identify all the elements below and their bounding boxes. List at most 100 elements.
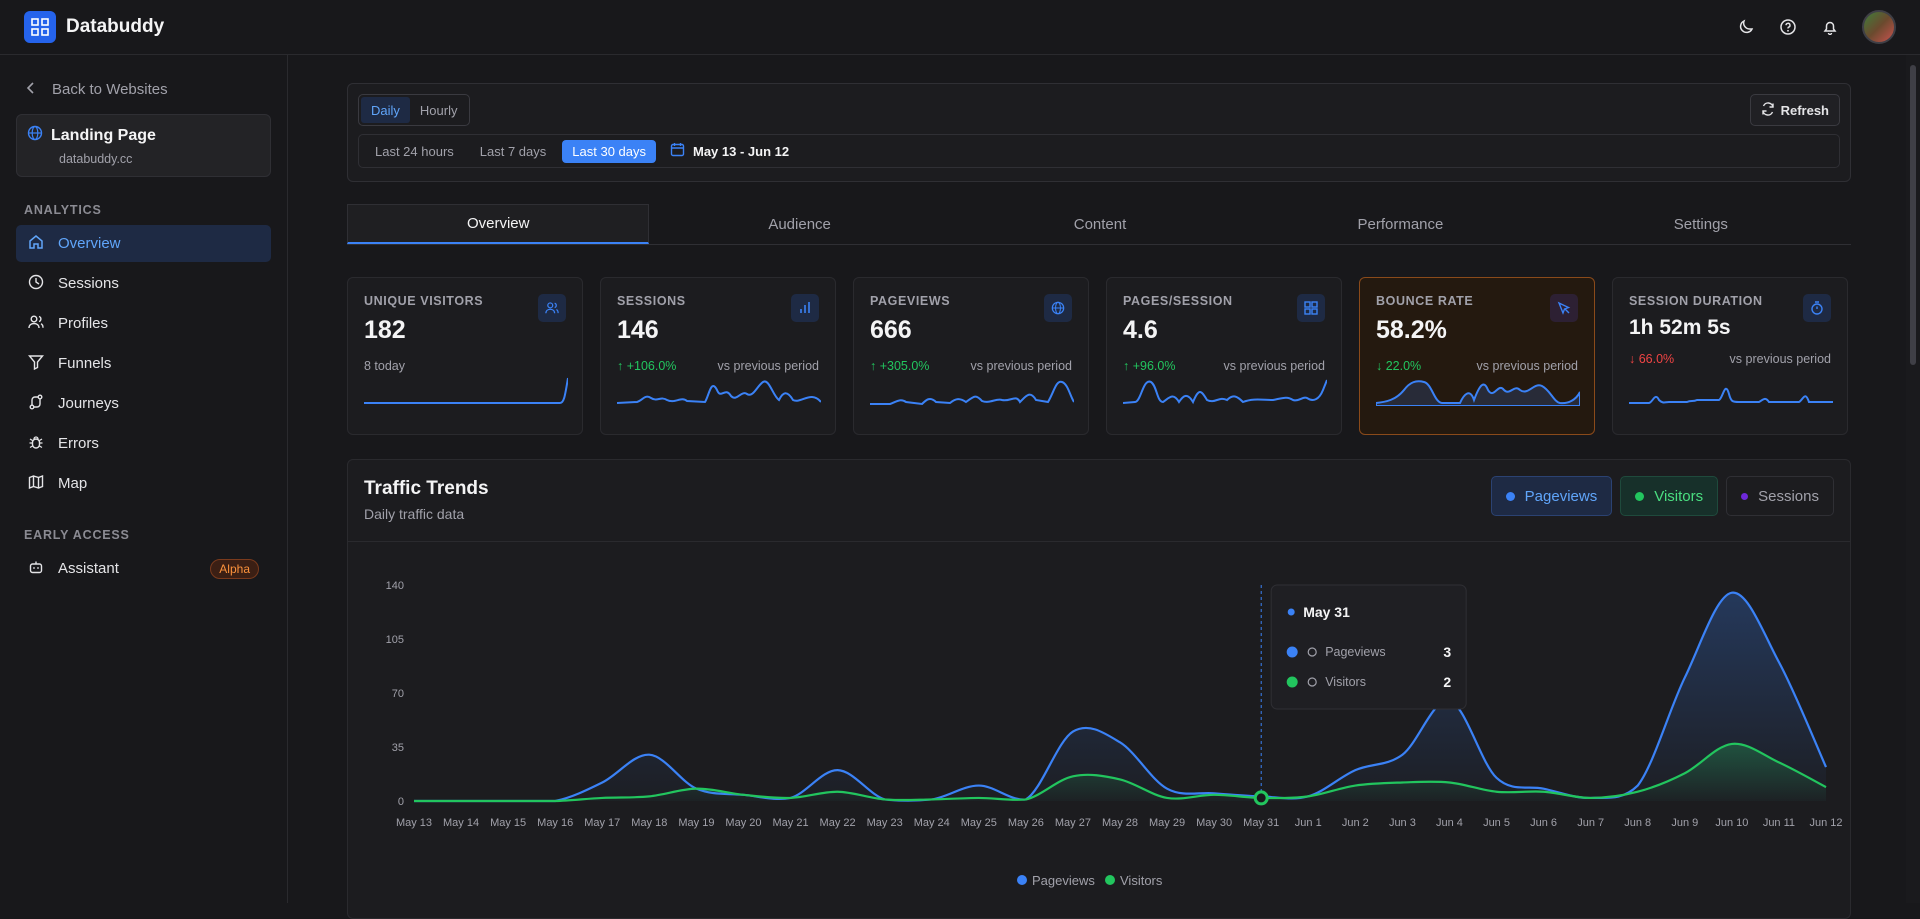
help-icon[interactable] <box>1778 17 1798 37</box>
toggle-sessions-button[interactable]: Sessions <box>1726 476 1834 516</box>
sidebar-item-assistant[interactable]: Assistant Alpha <box>16 550 271 587</box>
route-icon <box>28 394 44 414</box>
metric-card-unique-visitors[interactable]: UNIQUE VISITORS 182 8 today <box>347 277 583 435</box>
alpha-badge: Alpha <box>210 558 259 579</box>
chevron-left-icon <box>26 81 36 98</box>
x-tick-label: Jun 2 <box>1342 817 1369 829</box>
metric-card-pages-per-session[interactable]: PAGES/SESSION 4.6 ↑ +96.0% vs previous pe… <box>1106 277 1342 435</box>
logo-icon[interactable] <box>24 11 56 43</box>
timer-icon <box>1803 294 1831 322</box>
site-card[interactable]: Landing Page databuddy.cc <box>16 114 271 177</box>
granularity-daily[interactable]: Daily <box>361 97 410 123</box>
metric-change: ↑ +96.0% <box>1123 359 1176 373</box>
x-tick-label: May 29 <box>1149 817 1185 829</box>
traffic-trends-panel: Traffic Trends Daily traffic data Pagevi… <box>347 459 1851 919</box>
sidebar-item-errors[interactable]: Errors <box>16 425 271 462</box>
refresh-button[interactable]: Refresh <box>1749 94 1840 126</box>
metric-card-sessions[interactable]: SESSIONS 146 ↑ +106.0% vs previous period <box>600 277 836 435</box>
x-tick-label: May 27 <box>1055 817 1091 829</box>
map-icon <box>28 474 44 494</box>
metric-value: 58.2% <box>1376 316 1447 344</box>
series-line-visitors <box>414 742 1827 803</box>
metric-card-bounce-rate[interactable]: BOUNCE RATE 58.2% ↓ 22.0% vs previous per… <box>1359 277 1595 435</box>
x-tick-label: May 21 <box>772 817 808 829</box>
sidebar: Back to Websites Landing Page databuddy.… <box>0 55 288 903</box>
sidebar-item-label: Map <box>58 475 88 492</box>
tab-overview[interactable]: Overview <box>347 204 650 244</box>
sidebar-item-sessions[interactable]: Sessions <box>16 265 271 302</box>
x-tick-label: May 19 <box>678 817 714 829</box>
metric-value: 4.6 <box>1123 316 1158 344</box>
tab-content[interactable]: Content <box>1073 215 1127 233</box>
tab-audience[interactable]: Audience <box>768 215 831 233</box>
scroll-thumb[interactable] <box>1910 65 1916 365</box>
dot-icon <box>1286 646 1298 658</box>
toggle-visitors-button[interactable]: Visitors <box>1620 476 1719 516</box>
moon-icon[interactable] <box>1736 17 1756 37</box>
x-tick-label: Jun 11 <box>1763 817 1795 829</box>
bar-chart-icon <box>791 294 819 322</box>
traffic-trend-chart[interactable]: 0 35 70 105 140 May 13 May 14 May 15 May 16 May 1… <box>348 542 1850 918</box>
metric-title: PAGEVIEWS <box>870 294 951 308</box>
x-tick-label: May 15 <box>490 817 526 829</box>
sidebar-item-journeys[interactable]: Journeys <box>16 385 271 422</box>
date-range-row: Last 24 hours Last 7 days Last 30 days M… <box>358 134 1840 168</box>
metric-compare: vs previous period <box>1223 359 1325 373</box>
y-tick-label: 105 <box>386 634 404 646</box>
robot-icon <box>28 559 44 579</box>
grid-icon <box>1297 294 1325 322</box>
sparkline <box>1629 387 1833 404</box>
metric-value: 146 <box>617 316 659 344</box>
y-tick-label: 70 <box>392 688 404 700</box>
sidebar-item-funnels[interactable]: Funnels <box>16 345 271 382</box>
users-icon <box>538 294 566 322</box>
range-last-24-hours[interactable]: Last 24 hours <box>375 143 454 159</box>
metric-card-pageviews[interactable]: PAGEVIEWS 666 ↑ +305.0% vs previous perio… <box>853 277 1089 435</box>
scrollbar[interactable] <box>1906 55 1920 903</box>
sidebar-item-profiles[interactable]: Profiles <box>16 305 271 342</box>
granularity-hourly[interactable]: Hourly <box>419 102 458 118</box>
avatar[interactable] <box>1862 10 1896 44</box>
date-range-picker[interactable]: May 13 - Jun 12 <box>670 142 789 160</box>
sidebar-item-map[interactable]: Map <box>16 465 271 502</box>
x-tick-label: May 16 <box>537 817 573 829</box>
top-bar: Databuddy <box>0 0 1920 55</box>
granularity-toggle: Daily Hourly <box>358 94 471 126</box>
bell-icon[interactable] <box>1820 17 1840 37</box>
x-tick-label: Jun 5 <box>1483 817 1510 829</box>
range-last-7-days[interactable]: Last 7 days <box>479 143 547 159</box>
metric-cards: UNIQUE VISITORS 182 8 today SESSIONS 146… <box>347 277 1851 435</box>
x-tick-label: May 17 <box>584 817 620 829</box>
x-tick-label: May 31 <box>1243 817 1279 829</box>
sidebar-item-overview[interactable]: Overview <box>16 225 271 262</box>
clock-icon <box>28 274 44 294</box>
sidebar-item-label: Assistant <box>58 560 119 577</box>
hover-point <box>1253 790 1269 806</box>
range-last-30-days[interactable]: Last 30 days <box>562 139 656 163</box>
legend-label: Pageviews <box>1032 873 1095 888</box>
back-to-websites-link[interactable]: Back to Websites <box>16 75 271 104</box>
x-tick-label: Jun 6 <box>1530 817 1557 829</box>
series-area-pageviews <box>414 592 1826 801</box>
metric-value: 182 <box>364 316 406 344</box>
sparkline <box>870 380 1074 406</box>
filter-panel: Daily Hourly Refresh Last 24 hours Last … <box>347 83 1851 182</box>
metric-card-session-duration[interactable]: SESSION DURATION 1h 52m 5s ↓ 66.0% vs pre… <box>1612 277 1848 435</box>
tooltip-label: Pageviews <box>1325 645 1385 659</box>
site-name: Landing Page <box>51 126 156 144</box>
x-tick-label: Jun 8 <box>1624 817 1651 829</box>
toggle-pageviews-button[interactable]: Pageviews <box>1490 476 1613 516</box>
calendar-icon <box>670 142 685 160</box>
y-tick-label: 35 <box>392 742 404 754</box>
site-domain: databuddy.cc <box>59 152 133 166</box>
tab-settings[interactable]: Settings <box>1673 215 1728 233</box>
dot-icon <box>1287 608 1295 616</box>
section-label-early-access: EARLY ACCESS <box>24 528 130 542</box>
tooltip-label: Visitors <box>1325 675 1366 689</box>
tab-performance[interactable]: Performance <box>1357 215 1444 233</box>
app-name[interactable]: Databuddy <box>66 16 165 37</box>
x-tick-label: May 22 <box>820 817 856 829</box>
tooltip-value: 3 <box>1443 644 1451 660</box>
sparkline <box>1376 380 1580 406</box>
legend-dot <box>1017 875 1027 885</box>
